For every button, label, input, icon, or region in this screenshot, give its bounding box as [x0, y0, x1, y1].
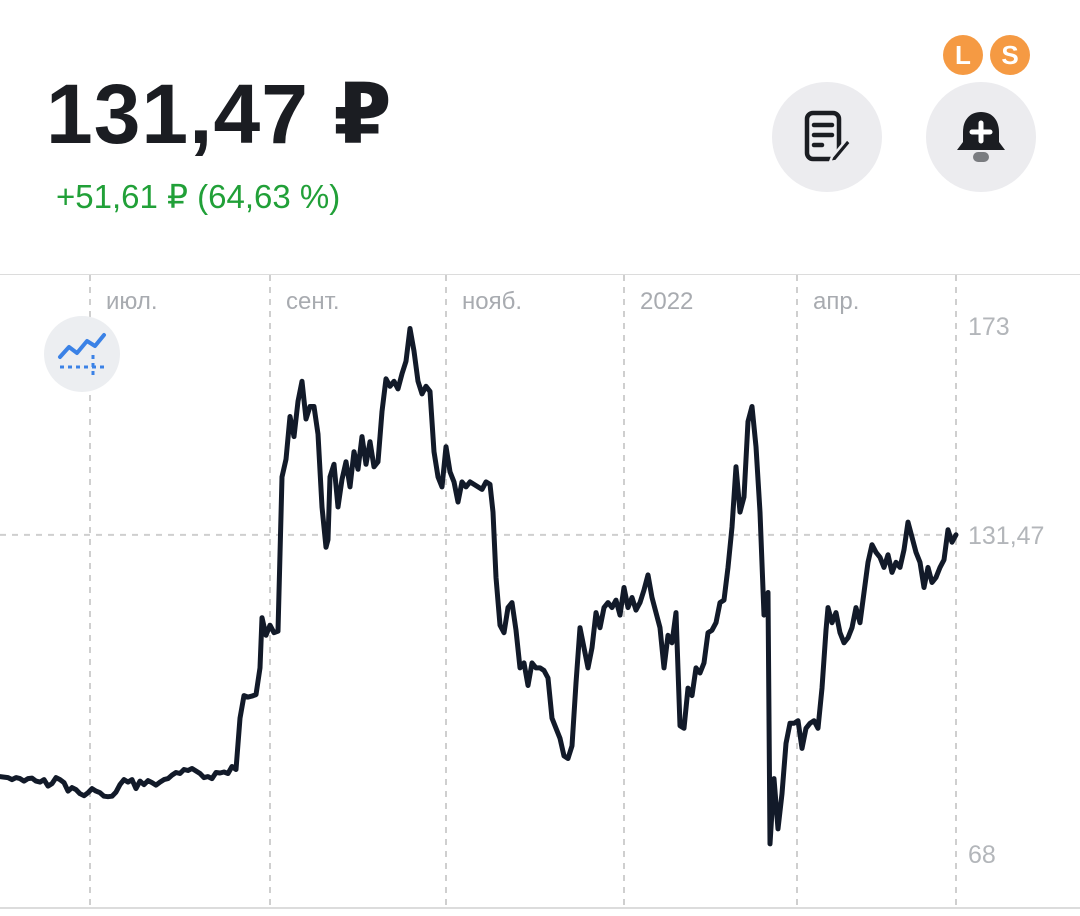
price-line [0, 326, 959, 847]
indicator-chart-icon [58, 333, 106, 376]
x-tick-label: 2022 [640, 288, 693, 315]
y-tick-label: 131,47 [968, 522, 1044, 550]
indicator-button[interactable] [44, 316, 120, 392]
price-chart[interactable]: июл. сент. нояб. 2022 апр. 173 131,47 68 [0, 275, 1080, 911]
x-tick-label: июл. [106, 288, 158, 315]
alert-button[interactable] [926, 82, 1036, 192]
badge-s: S [990, 35, 1030, 75]
x-tick-label: сент. [286, 288, 340, 315]
y-tick-label: 173 [968, 313, 1010, 341]
note-button[interactable] [772, 82, 882, 192]
header-divider [0, 274, 1080, 275]
x-tick-label: апр. [813, 288, 859, 315]
note-edit-icon [804, 110, 852, 164]
badge-l: L [943, 35, 983, 75]
bell-add-icon [957, 112, 1005, 162]
price-value: 131,47 ₽ [46, 67, 393, 161]
x-tick-label: нояб. [462, 288, 522, 315]
price-change: +51,61 ₽ (64,63 %) [56, 178, 341, 215]
y-tick-label: 68 [968, 841, 996, 869]
